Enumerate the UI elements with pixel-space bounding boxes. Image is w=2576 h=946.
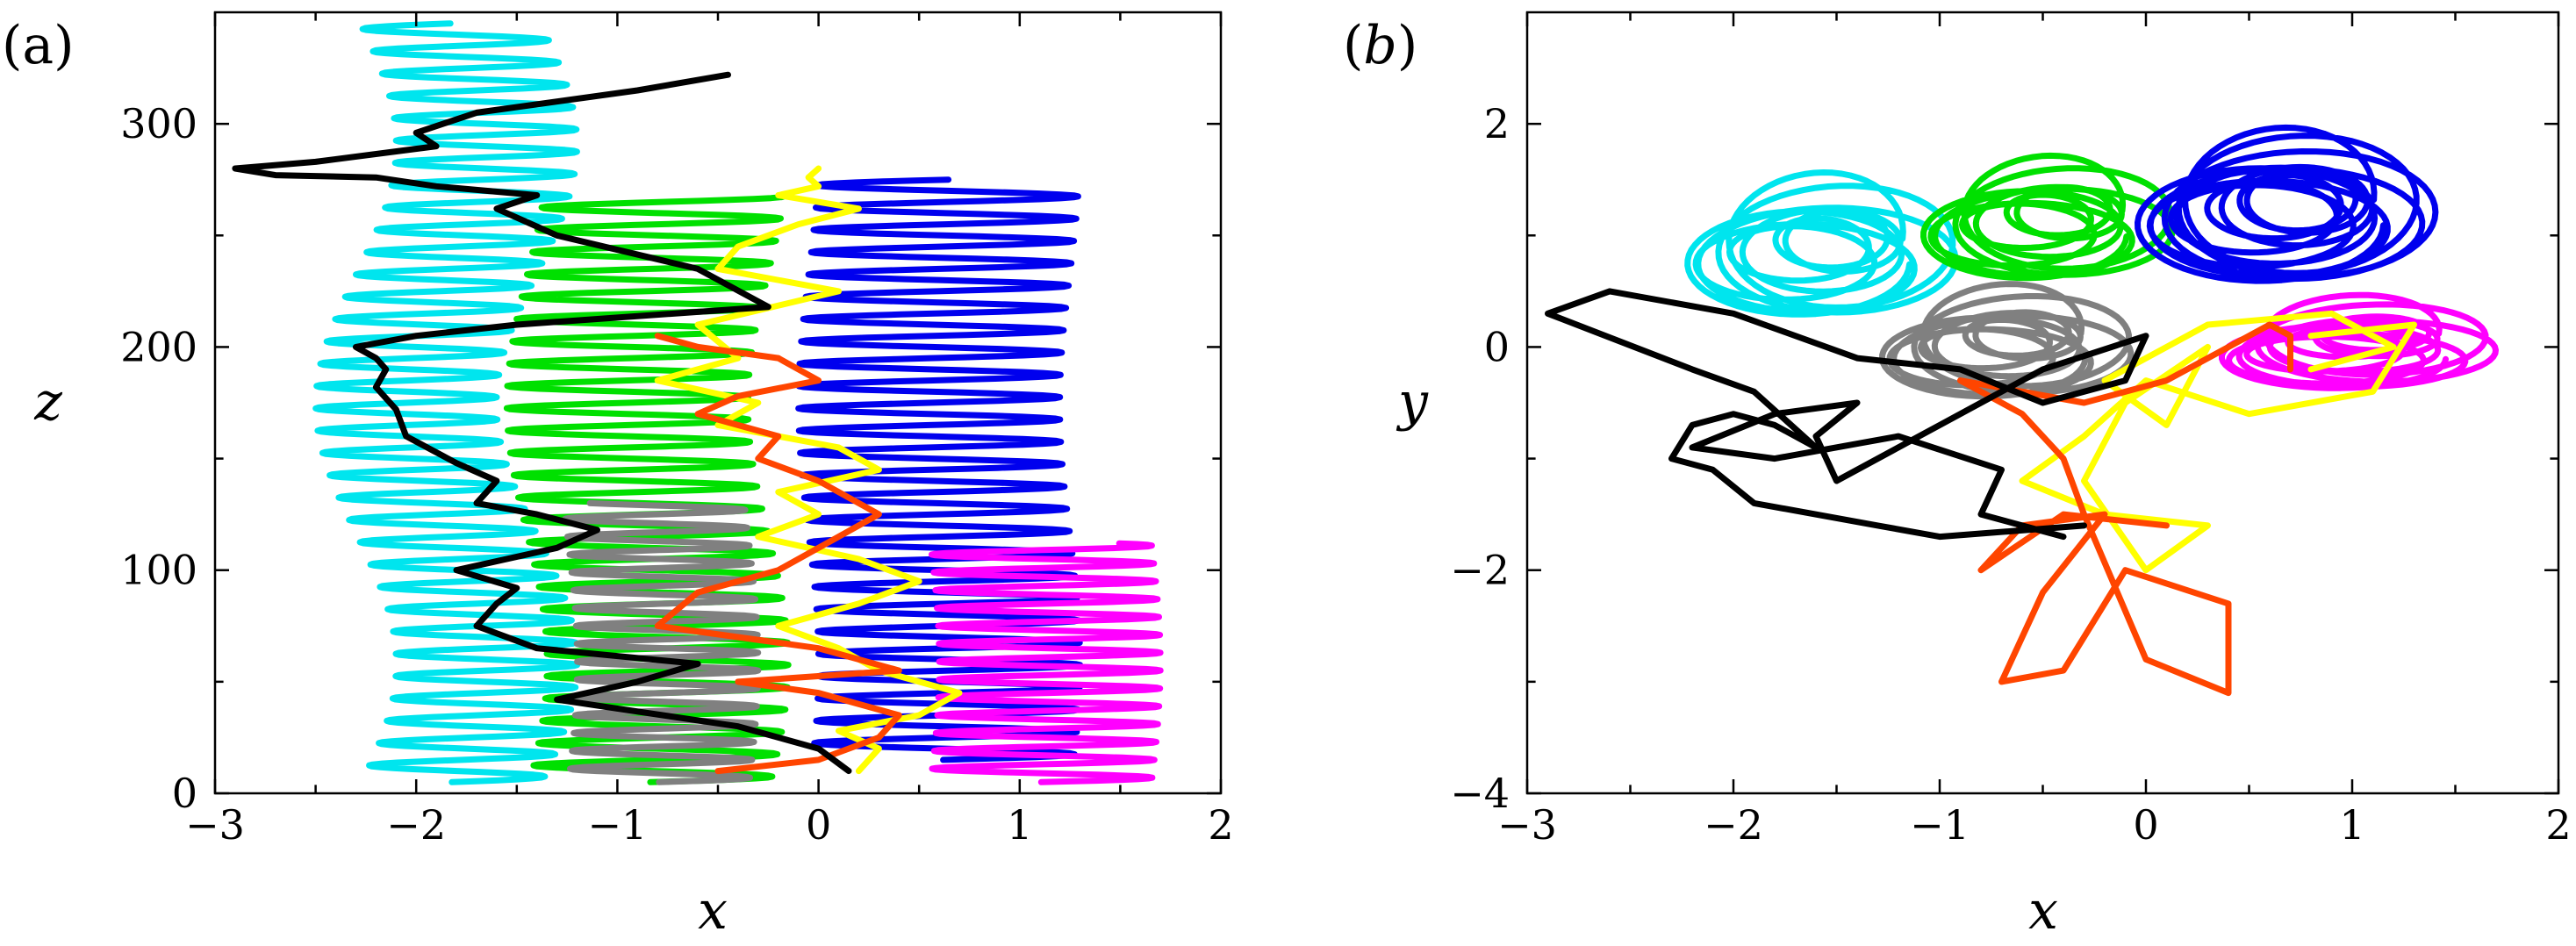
x-tick-label-a-5: 2 [1208, 801, 1233, 849]
x-tick-label-a-3: 0 [806, 801, 831, 849]
x-tick-label-b-5: 2 [2545, 801, 2571, 849]
x-tick-label-a-0: −3 [185, 801, 245, 849]
series-a-0 [312, 20, 581, 785]
y-tick-label-a-3: 300 [120, 100, 197, 147]
x-axis-label-a: x [698, 880, 728, 942]
series-b-5 [2019, 310, 2417, 574]
series-a-2 [795, 176, 1084, 763]
x-tick-label-b-1: −2 [1704, 801, 1763, 849]
x-tick-label-a-1: −2 [386, 801, 446, 849]
series-b-4 [1879, 281, 2135, 400]
y-tick-label-a-1: 100 [120, 547, 197, 594]
x-tick-label-a-4: 1 [1007, 801, 1032, 849]
x-tick-label-b-4: 1 [2339, 801, 2364, 849]
y-tick-label-a-0: 0 [172, 770, 197, 817]
ticks-a: −3 −2 −1 0 1 2 0 100 200 300 [120, 12, 1234, 849]
y-tick-label-b-1: −2 [1450, 547, 1510, 594]
y-tick-label-b-2: 0 [1484, 323, 1510, 370]
x-axis-label-b: x [2028, 880, 2058, 942]
plot-area-b [1545, 124, 2499, 697]
plot-area-a [232, 20, 1164, 785]
series-a-5 [654, 165, 963, 775]
x-tick-label-b-0: −3 [1497, 801, 1557, 849]
x-tick-label-b-2: −1 [1910, 801, 1970, 849]
panel-b-letter: b [1363, 15, 1396, 76]
ticks-b: −3 −2 −1 0 1 2 −4 −2 0 2 [1450, 12, 2572, 849]
series-b-3 [2219, 291, 2499, 391]
series-a-6 [654, 333, 902, 775]
panel-b-label: (b) [1343, 15, 1417, 76]
y-axis-label-b: y [1396, 371, 1429, 433]
panel-a-label: (a) [2, 15, 75, 76]
y-tick-label-b-3: 2 [1484, 100, 1510, 147]
series-a-3 [929, 540, 1164, 785]
x-tick-label-b-3: 0 [2133, 801, 2158, 849]
panel-b: (b) −3 −2 −1 0 1 2 −4 −2 0 2 x y [1343, 11, 2572, 942]
y-tick-label-a-2: 200 [120, 323, 197, 370]
series-b-0 [1684, 169, 1959, 318]
series-b-7 [1545, 288, 2149, 541]
series-a-4 [562, 499, 762, 785]
x-tick-label-a-2: −1 [587, 801, 647, 849]
y-tick-label-b-0: −4 [1450, 770, 1510, 817]
panel-a: (a) −3 −2 −1 0 1 2 0 100 200 300 x z [2, 11, 1234, 942]
series-b-2 [2135, 124, 2439, 284]
series-a-7 [232, 71, 852, 775]
series-b-6 [1957, 321, 2293, 697]
y-axis-label-a: z [33, 371, 62, 433]
series-b-1 [1920, 152, 2176, 282]
